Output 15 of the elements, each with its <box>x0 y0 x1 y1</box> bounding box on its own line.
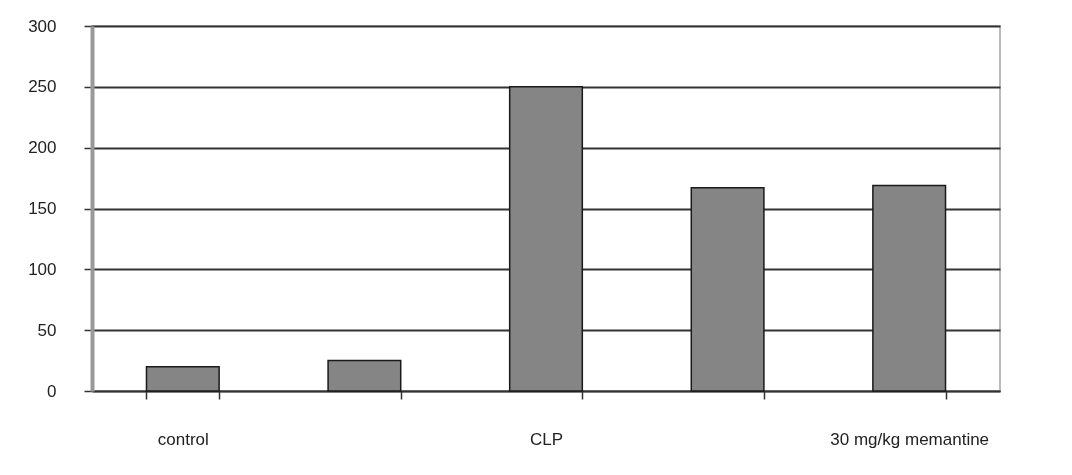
x-tick-label: 30 mg/kg memantine <box>830 429 990 449</box>
bar <box>508 86 584 392</box>
bar <box>327 359 402 392</box>
y-tick-label: 250 <box>28 77 57 97</box>
y-tick-label: 0 <box>47 381 57 401</box>
y-tick-label: 200 <box>28 138 57 158</box>
y-tick-label: 50 <box>37 320 57 340</box>
y-tick-label: 300 <box>28 16 57 36</box>
bar <box>145 365 220 392</box>
y-tick-label: 100 <box>28 259 57 279</box>
bar <box>872 184 947 392</box>
y-tick-label: 150 <box>28 199 57 218</box>
x-tick-label: control <box>157 429 209 449</box>
bar <box>690 187 765 392</box>
x-tick-label: CLP <box>529 429 564 449</box>
